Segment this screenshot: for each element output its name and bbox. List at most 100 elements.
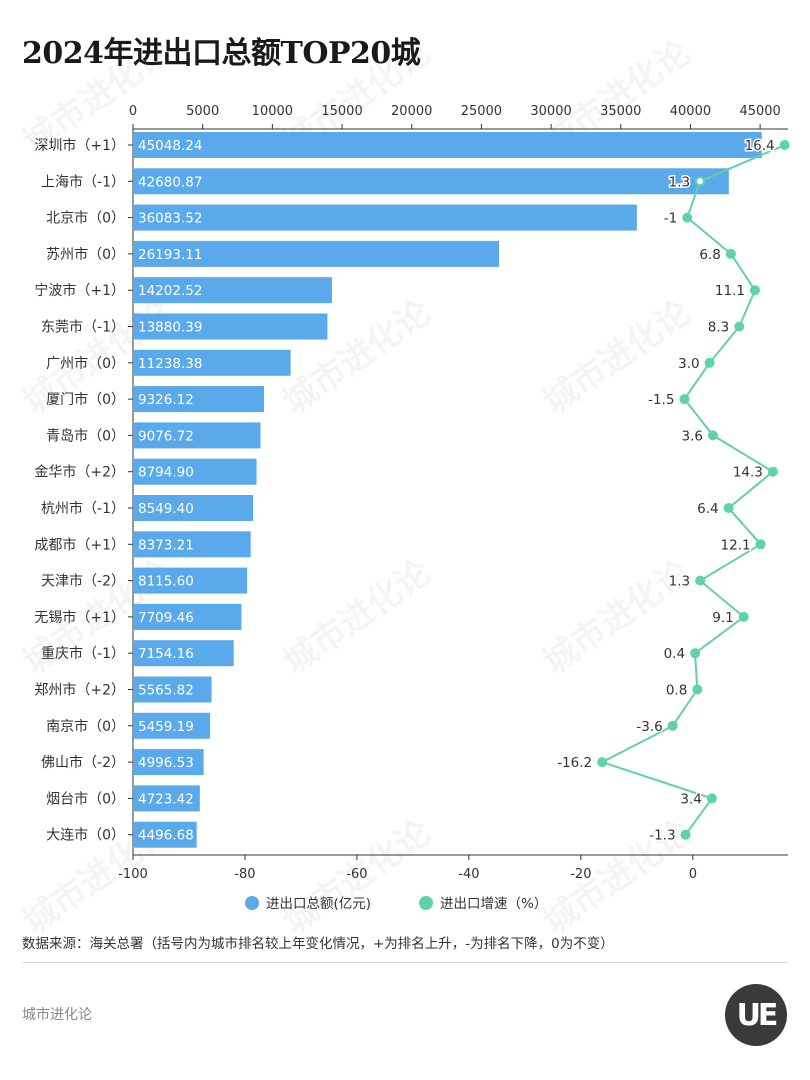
bar	[134, 204, 637, 231]
bar-value-label: 8794.90	[138, 465, 194, 481]
category-label: 天津市（-2）	[41, 573, 125, 590]
bar	[134, 785, 200, 812]
growth-value-label: -1.3	[649, 828, 675, 844]
growth-point	[725, 248, 736, 259]
bar	[134, 676, 212, 703]
bar-value-label: 8549.40	[138, 501, 194, 517]
category-label: 北京市（0）	[46, 210, 125, 227]
bar	[134, 458, 257, 485]
brand-logo: UE	[725, 984, 787, 1046]
top-axis-tick-label: 35000	[600, 104, 641, 119]
growth-point	[695, 176, 706, 187]
bar-value-label: 7709.46	[138, 610, 194, 626]
growth-point	[680, 829, 691, 840]
category-label: 大连市（0）	[46, 827, 125, 844]
bar-value-label: 8373.21	[138, 537, 194, 553]
growth-point	[779, 140, 790, 150]
growth-point	[690, 648, 701, 659]
growth-point	[734, 321, 745, 332]
source-note: 数据来源：海关总署（括号内为城市排名较上年变化情况，+为排名上升，-为排名下降，…	[22, 936, 614, 952]
growth-value-label: -1.5	[648, 392, 674, 408]
growth-value-label: 14.3	[733, 465, 763, 481]
bar-value-label: 36083.52	[138, 211, 202, 227]
category-label: 青岛市（0）	[46, 427, 125, 444]
growth-point	[767, 466, 778, 477]
bar	[134, 168, 729, 195]
bar-value-label: 8115.60	[138, 574, 194, 590]
bar-value-label: 5565.82	[138, 683, 194, 699]
growth-value-label: -16.2	[557, 755, 592, 771]
category-label: 南京市（0）	[46, 718, 125, 735]
growth-point	[707, 430, 718, 441]
bar	[134, 640, 234, 667]
bottom-axis-tick-label: -40	[458, 867, 479, 882]
top-axis-tick-label: 5000	[186, 104, 219, 119]
bar-value-label: 9076.72	[138, 428, 194, 444]
top-axis-tick-label: 30000	[530, 104, 571, 119]
growth-value-label: 1.3	[669, 574, 690, 590]
growth-value-label: 6.4	[697, 501, 718, 517]
bar	[134, 821, 197, 848]
growth-value-label: 0.8	[666, 683, 687, 699]
growth-point	[706, 793, 717, 804]
bar	[134, 313, 328, 340]
bar	[134, 603, 242, 630]
growth-point	[704, 357, 715, 368]
growth-point	[682, 212, 693, 223]
legend-line-swatch	[419, 896, 433, 910]
bottom-axis-tick-label: -60	[346, 867, 367, 882]
category-label: 金华市（+2）	[34, 464, 125, 481]
growth-value-label: 8.3	[708, 320, 729, 336]
bottom-axis-tick-label: 0	[689, 867, 697, 882]
bar-value-label: 4723.42	[138, 791, 194, 807]
page-title: 2024年进出口总额TOP20城	[22, 36, 421, 71]
growth-value-label: 1.3	[669, 174, 690, 190]
growth-point	[692, 684, 703, 695]
legend-line-label: 进出口增速（%）	[440, 896, 547, 912]
bar-value-label: 4996.53	[138, 755, 194, 771]
category-label: 深圳市（+1）	[34, 137, 125, 154]
bar-value-label: 45048.24	[138, 138, 202, 154]
top-axis-tick-label: 40000	[670, 104, 711, 119]
growth-value-label: 6.8	[699, 247, 720, 263]
growth-value-label: 11.1	[715, 283, 745, 299]
bar-value-label: 5459.19	[138, 719, 194, 735]
growth-value-label: 3.0	[678, 356, 699, 372]
bar	[134, 277, 332, 304]
bar-value-label: 42680.87	[138, 174, 202, 190]
top-axis-tick-label: 45000	[739, 104, 780, 119]
bar-value-label: 9326.12	[138, 392, 194, 408]
growth-point	[667, 720, 678, 731]
footer-brand: 城市进化论	[22, 1007, 92, 1023]
bar-value-label: 11238.38	[138, 356, 202, 372]
category-label: 郑州市（+2）	[34, 682, 125, 699]
growth-value-label: 9.1	[712, 610, 733, 626]
bar	[134, 749, 204, 776]
growth-point	[679, 394, 690, 405]
top-axis-tick-label: 25000	[461, 104, 502, 119]
growth-line	[599, 144, 786, 836]
bottom-axis-tick-label: -100	[118, 867, 148, 882]
growth-point	[723, 503, 734, 513]
bar	[134, 422, 261, 449]
top-axis-tick-label: 0	[129, 104, 137, 119]
category-label: 厦门市（0）	[46, 391, 125, 408]
growth-value-label: 3.4	[680, 791, 701, 807]
category-label: 苏州市（0）	[46, 246, 125, 263]
growth-value-label: 12.1	[721, 537, 751, 553]
legend-bar-swatch	[245, 896, 259, 910]
growth-value-label: 16.4	[745, 138, 775, 154]
bar	[134, 349, 291, 376]
top-axis-tick-label: 15000	[321, 104, 362, 119]
category-label: 广州市（0）	[46, 355, 125, 372]
bar-value-label: 13880.39	[138, 320, 202, 336]
category-label: 重庆市（-1）	[41, 645, 125, 662]
bar	[134, 495, 254, 521]
chart: 0 5000 10000 15000 20000 25000 30000 35000 40000…	[34, 104, 790, 912]
growth-point	[755, 539, 766, 550]
bar	[134, 386, 264, 413]
bar-value-label: 7154.16	[138, 646, 194, 662]
growth-value-label: -3.6	[636, 719, 662, 735]
bar	[134, 567, 248, 594]
bar-value-label: 26193.11	[138, 247, 202, 263]
